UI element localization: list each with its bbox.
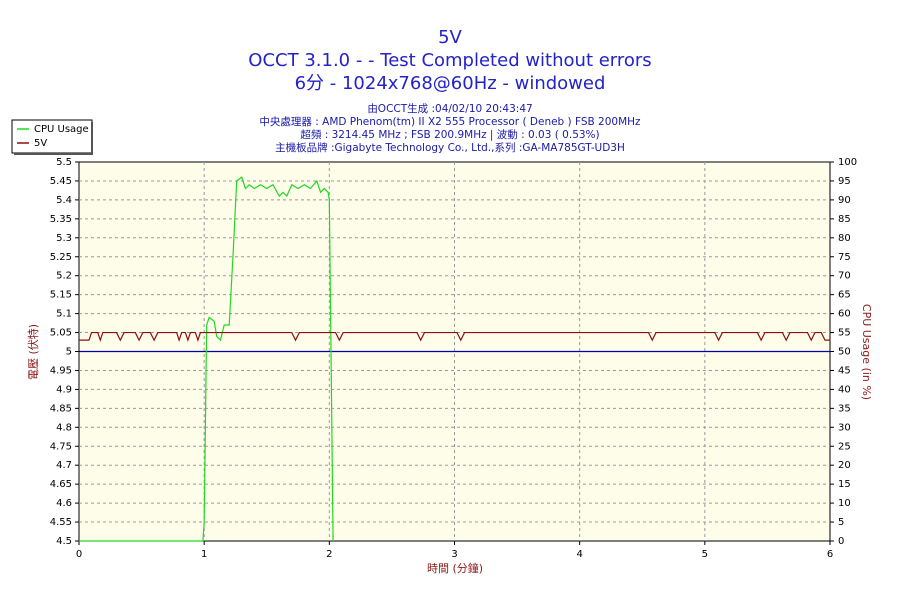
y2-tick-label: 70 xyxy=(838,271,851,282)
subtitle-line: 主機板品牌 :Gigabyte Technology Co., Ltd.,系列 … xyxy=(275,141,625,154)
y-tick-label: 5.05 xyxy=(50,328,72,339)
chart-title-line: 6分 - 1024x768@60Hz - windowed xyxy=(295,73,606,94)
y2-tick-label: 35 xyxy=(838,403,851,414)
chart-title: 5V xyxy=(438,27,462,48)
x-axis-label: 時間 (分鐘) xyxy=(427,561,483,575)
x-tick-label: 2 xyxy=(326,549,332,560)
y2-tick-label: 100 xyxy=(838,157,857,168)
y-tick-label: 5.3 xyxy=(56,233,72,244)
x-tick-label: 1 xyxy=(201,549,207,560)
x-tick-label: 5 xyxy=(702,549,708,560)
y2-tick-label: 15 xyxy=(838,479,851,490)
y-tick-label: 4.65 xyxy=(50,479,72,490)
y-tick-label: 4.7 xyxy=(56,460,72,471)
y-tick-label: 5.25 xyxy=(50,252,72,263)
y-tick-label: 5.45 xyxy=(50,176,72,187)
y2-tick-label: 60 xyxy=(838,309,851,320)
y2-tick-label: 75 xyxy=(838,252,851,263)
y2-tick-label: 30 xyxy=(838,422,851,433)
x-tick-label: 6 xyxy=(827,549,833,560)
y-tick-label: 4.8 xyxy=(56,422,72,433)
subtitle-line: 超頻 : 3214.45 MHz ; FSB 200.9MHz | 波動 : 0… xyxy=(300,128,599,141)
y-tick-label: 4.75 xyxy=(50,441,72,452)
subtitle-line: 由OCCT生成 :04/02/10 20:43:47 xyxy=(367,102,532,115)
y-tick-label: 4.9 xyxy=(56,384,72,395)
y2-tick-label: 50 xyxy=(838,347,851,358)
y2-tick-label: 10 xyxy=(838,498,851,509)
x-tick-label: 0 xyxy=(76,549,82,560)
y2-tick-label: 20 xyxy=(838,460,851,471)
y-tick-label: 4.5 xyxy=(56,536,72,547)
y2-tick-label: 45 xyxy=(838,365,851,376)
y-tick-label: 4.85 xyxy=(50,403,72,414)
y2-tick-label: 80 xyxy=(838,233,851,244)
y-tick-label: 5.35 xyxy=(50,214,72,225)
legend-label: 5V xyxy=(34,138,47,149)
y2-tick-label: 65 xyxy=(838,290,851,301)
x-tick-label: 4 xyxy=(576,549,582,560)
y-tick-label: 4.6 xyxy=(56,498,72,509)
y2-tick-label: 55 xyxy=(838,328,851,339)
legend-label: CPU Usage xyxy=(34,124,89,135)
chart-title-line: OCCT 3.1.0 - - Test Completed without er… xyxy=(248,50,651,71)
y2-tick-label: 5 xyxy=(838,517,844,528)
y-tick-label: 5.2 xyxy=(56,271,72,282)
y-axis-label: 電壓 (伏特) xyxy=(26,324,40,380)
y-tick-label: 5 xyxy=(66,347,72,358)
y2-tick-label: 0 xyxy=(838,536,844,547)
y2-axis-label: CPU Usage (in %) xyxy=(860,304,873,400)
y-tick-label: 5.1 xyxy=(56,309,72,320)
y2-tick-label: 85 xyxy=(838,214,851,225)
y-tick-label: 4.55 xyxy=(50,517,72,528)
y2-tick-label: 40 xyxy=(838,384,851,395)
y2-tick-label: 90 xyxy=(838,195,851,206)
y-tick-label: 5.4 xyxy=(56,195,72,206)
y-tick-label: 5.15 xyxy=(50,290,72,301)
y-tick-label: 4.95 xyxy=(50,365,72,376)
subtitle-line: 中央處理器 : AMD Phenom(tm) II X2 555 Process… xyxy=(259,115,641,128)
y-tick-label: 5.5 xyxy=(56,157,72,168)
y2-tick-label: 25 xyxy=(838,441,851,452)
series-line xyxy=(79,331,830,343)
series-line xyxy=(79,176,334,542)
legend xyxy=(11,119,93,154)
y2-tick-label: 95 xyxy=(838,176,851,187)
x-tick-label: 3 xyxy=(451,549,457,560)
